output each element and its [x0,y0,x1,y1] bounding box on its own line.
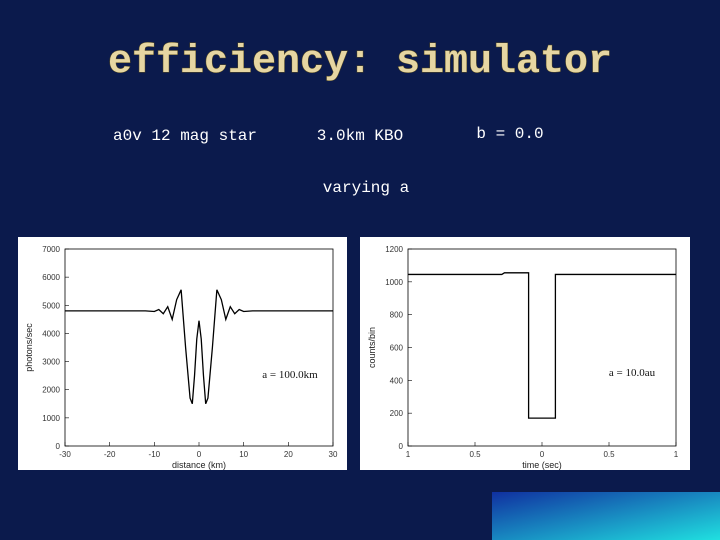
y-tick-label: 600 [390,344,404,353]
y-tick-label: 5000 [42,301,60,310]
x-tick-label: 1 [674,450,679,459]
x-tick-label: 0.5 [603,450,615,459]
y-tick-label: 1000 [42,414,60,423]
x-tick-label: 0 [197,450,202,459]
data-line [408,272,676,419]
y-tick-label: 4000 [42,329,60,338]
decoration [492,492,720,540]
y-tick-label: 1200 [385,245,403,254]
x-tick-label: 10 [239,450,248,459]
x-axis-label: time (sec) [522,460,562,470]
caption: a0v 12 mag star [113,127,257,145]
annotation: a = 100.0km [262,369,318,381]
x-tick-label: 20 [284,450,293,459]
x-tick-label: 1 [406,450,411,459]
y-tick-label: 0 [56,442,61,451]
x-axis-label: distance (km) [172,460,226,470]
y-tick-label: 6000 [42,273,60,282]
x-tick-label: 0 [540,450,545,459]
annotation: a = 10.0au [609,367,656,379]
y-tick-label: 7000 [42,245,60,254]
y-tick-label: 400 [390,376,404,385]
x-tick-label: 0.5 [469,450,481,459]
data-line [65,289,333,405]
y-tick-label: 1000 [385,278,403,287]
x-tick-label: 30 [329,450,338,459]
x-tick-label: -20 [104,450,116,459]
slide-title: efficiency: simulator [108,40,612,85]
y-axis-label: counts/bin [367,327,377,368]
y-axis-label: photons/sec [24,323,34,372]
caption: 3.0km KBO [317,127,403,145]
x-tick-label: -10 [149,450,161,459]
y-tick-label: 200 [390,409,404,418]
chart-panel [18,237,347,470]
y-tick-label: 800 [390,311,404,320]
caption: varying a [323,179,410,197]
chart-panel [360,237,690,470]
y-tick-label: 2000 [42,386,60,395]
x-tick-label: -30 [59,450,71,459]
y-tick-label: 0 [399,442,404,451]
caption: b = 0.0 [476,125,543,143]
y-tick-label: 3000 [42,358,60,367]
